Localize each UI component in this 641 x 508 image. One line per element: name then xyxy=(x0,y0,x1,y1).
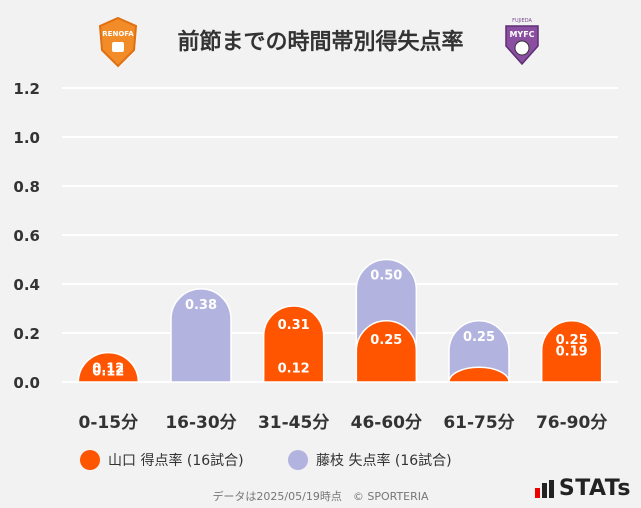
away-bar xyxy=(448,320,510,383)
x-tick-label: 16-30分 xyxy=(165,413,236,433)
chart-area: 0.0 0.2 0.4 0.6 0.8 1.0 1.2 0.12 0.12 0-15分 0.38 16… xyxy=(13,80,618,433)
home-bar xyxy=(77,352,140,383)
footer-note: データは2025/05/19時点 © SPORTERIA xyxy=(212,490,429,503)
y-tick-label: 1.2 xyxy=(13,80,40,98)
x-tick-label: 76-90分 xyxy=(536,413,607,433)
stats-brand-text: STATs xyxy=(558,476,631,501)
home-data-label: 0.25 xyxy=(556,333,588,348)
legend-away-marker xyxy=(288,450,308,470)
home-data-label: 0.12 xyxy=(92,365,124,380)
renofa-logo: RENOFA xyxy=(98,16,138,68)
svg-text:RENOFA: RENOFA xyxy=(102,30,134,38)
y-tick-label: 0.0 xyxy=(13,374,40,392)
home-data-label: 0.31 xyxy=(278,318,310,333)
home-bar xyxy=(448,366,510,383)
y-tick-label: 1.0 xyxy=(13,129,40,147)
y-tick-label: 0.6 xyxy=(13,227,40,245)
stats-brand: STATs xyxy=(534,476,631,501)
away-data-label: 0.12 xyxy=(92,362,124,377)
x-tick-label: 61-75分 xyxy=(443,413,514,433)
home-bar xyxy=(355,320,418,383)
legend-home: 山口 得点率 (16試合) xyxy=(80,450,244,470)
away-data-label: 0.19 xyxy=(556,344,588,359)
legend-away-label: 藤枝 失点率 (16試合) xyxy=(316,453,452,469)
y-tick-label: 0.8 xyxy=(13,178,40,196)
home-bar xyxy=(540,320,603,383)
away-data-label: 0.25 xyxy=(463,330,495,345)
svg-text:FUJIEDA: FUJIEDA xyxy=(512,18,532,24)
y-tick-label: 0.4 xyxy=(13,276,40,294)
x-tick-label: 0-15分 xyxy=(79,413,139,433)
home-data-label: 0.25 xyxy=(370,333,402,348)
y-tick-label: 0.2 xyxy=(13,325,40,343)
legend-away: 藤枝 失点率 (16試合) xyxy=(288,450,452,470)
away-data-label: 0.50 xyxy=(370,269,402,284)
chart-title: 前節までの時間帯別得失点率 xyxy=(177,30,464,55)
svg-text:MYFC: MYFC xyxy=(509,30,534,39)
x-tick-label: 31-45分 xyxy=(258,413,329,433)
home-bar xyxy=(262,305,325,383)
legend-home-marker xyxy=(80,450,100,470)
legend-home-label: 山口 得点率 (16試合) xyxy=(108,453,244,469)
away-bar xyxy=(170,288,232,383)
away-data-label: 0.12 xyxy=(278,362,310,377)
fujieda-myfc-logo: FUJIEDA MYFC xyxy=(505,18,539,66)
stats-logo-icon xyxy=(534,479,554,498)
x-tick-label: 46-60分 xyxy=(351,413,422,433)
away-data-label: 0.38 xyxy=(185,298,217,313)
